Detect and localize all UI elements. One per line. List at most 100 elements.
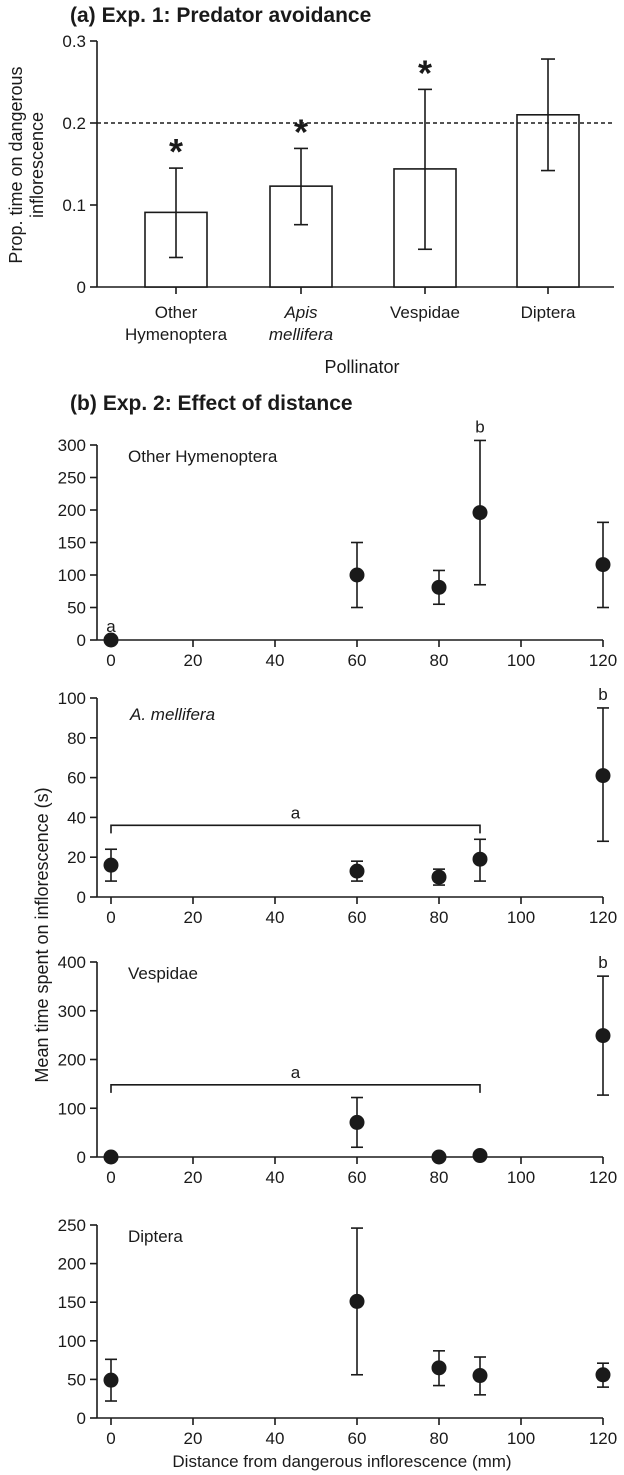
- x-axis-title: Pollinator: [324, 357, 399, 377]
- x-tick-label: 100: [507, 908, 535, 927]
- panel-b: (b) Exp. 2: Effect of distance 0 50 100 150 20…: [32, 392, 617, 1471]
- data-point: [595, 1028, 611, 1044]
- data-point: [349, 1293, 365, 1309]
- x-tick-label: 60: [348, 651, 367, 670]
- y-axis-title: Prop. time on dangerousinflorescence: [6, 66, 47, 263]
- y-tick-label: 100: [58, 689, 86, 708]
- bar: [269, 185, 333, 288]
- category-label: Hymenoptera: [125, 325, 228, 344]
- significance-star: *: [418, 52, 432, 93]
- x-tick-label: 100: [507, 651, 535, 670]
- group-letter: b: [475, 417, 484, 436]
- x-tick-label: 40: [266, 1429, 285, 1448]
- y-tick-label: 200: [58, 501, 86, 520]
- x-tick-label: 60: [348, 908, 367, 927]
- y-tick-label: 250: [58, 469, 86, 488]
- category-label: Vespidae: [390, 303, 460, 322]
- x-tick-label: 20: [184, 651, 203, 670]
- y-tick-label: 300: [58, 1002, 86, 1021]
- x-tick-label: 0: [106, 1168, 115, 1187]
- significance-star: *: [169, 131, 183, 172]
- subplot-title: Vespidae: [128, 964, 198, 983]
- data-point: [349, 1114, 365, 1130]
- subplot-title: A. mellifera: [129, 705, 215, 724]
- subplot-title: Other Hymenoptera: [128, 447, 278, 466]
- data-point: [349, 863, 365, 879]
- x-tick-label: 120: [589, 908, 617, 927]
- data-point: [431, 869, 447, 885]
- data-point: [349, 567, 365, 583]
- y-tick-label: 0.2: [62, 114, 86, 133]
- x-tick-label: 40: [266, 651, 285, 670]
- group-letter: a: [291, 1063, 301, 1082]
- data-point: [103, 632, 119, 648]
- x-tick-label: 60: [348, 1429, 367, 1448]
- x-tick-label: 100: [507, 1429, 535, 1448]
- category-label: Apis: [283, 303, 318, 322]
- y-tick-label: 100: [58, 1099, 86, 1118]
- data-point: [472, 505, 488, 521]
- y-tick-label: 0: [77, 278, 86, 297]
- x-tick-label: 0: [106, 651, 115, 670]
- y-tick-label: 50: [67, 1370, 86, 1389]
- panel-b-title: (b) Exp. 2: Effect of distance: [70, 392, 353, 415]
- y-tick-label: 200: [58, 1051, 86, 1070]
- x-tick-label: 80: [430, 1429, 449, 1448]
- panel-a-title-text: Exp. 1: Predator avoidance: [102, 4, 372, 27]
- group-letter: a: [291, 803, 301, 822]
- x-tick-label: 20: [184, 1168, 203, 1187]
- y-tick-label: 0.1: [62, 196, 86, 215]
- data-point: [595, 1367, 611, 1383]
- y-tick-label: 150: [58, 1293, 86, 1312]
- group-letter: b: [598, 685, 607, 704]
- group-letter: b: [598, 953, 607, 972]
- subplot-4: 0 50 100 150 200 250 0 20 40 60 80 100 120 Diptera: [58, 1216, 618, 1448]
- x-tick-label: 0: [106, 908, 115, 927]
- x-axis-title: Distance from dangerous inflorescence (m…: [172, 1452, 511, 1471]
- subplot-2: 0 20 40 60 80 100 0 20 40 60 80 100 120 A. mellifera a…: [58, 685, 618, 927]
- x-tick-label: 20: [184, 908, 203, 927]
- panel-b-title-text: Exp. 2: Effect of distance: [103, 392, 353, 415]
- panel-a-title: (a) Exp. 1: Predator avoidance: [70, 4, 371, 27]
- data-point: [103, 1149, 119, 1165]
- x-tick-label: 40: [266, 908, 285, 927]
- y-tick-label: 0: [77, 888, 86, 907]
- y-tick-label: 100: [58, 566, 86, 585]
- data-point: [472, 1148, 488, 1164]
- subplot-1: 0 50 100 150 200 250 300 0 20 40 60 80 100 120 Other H…: [58, 417, 618, 670]
- y-tick-label: 20: [67, 848, 86, 867]
- x-tick-label: 80: [430, 908, 449, 927]
- x-tick-label: 120: [589, 651, 617, 670]
- panel-b-label: (b): [70, 392, 97, 415]
- y-tick-label: 40: [67, 808, 86, 827]
- y-tick-label: 60: [67, 769, 86, 788]
- x-tick-label: 120: [589, 1429, 617, 1448]
- x-tick-label: 80: [430, 651, 449, 670]
- x-tick-label: 120: [589, 1168, 617, 1187]
- data-point: [472, 851, 488, 867]
- y-axis-title: Mean time spent on inflorescence (s): [32, 787, 52, 1082]
- x-tick-label: 40: [266, 1168, 285, 1187]
- category-label: Diptera: [521, 303, 576, 322]
- data-point: [103, 857, 119, 873]
- category-label: mellifera: [269, 325, 333, 344]
- y-tick-label: 400: [58, 953, 86, 972]
- data-point: [103, 1372, 119, 1388]
- data-point: [431, 579, 447, 595]
- y-tick-label: 50: [67, 599, 86, 618]
- data-point: [431, 1360, 447, 1376]
- y-tick-label: 0.3: [62, 32, 86, 51]
- y-tick-label: 250: [58, 1216, 86, 1235]
- y-tick-label: 100: [58, 1332, 86, 1351]
- group-bracket: [110, 824, 481, 834]
- x-tick-label: 20: [184, 1429, 203, 1448]
- x-tick-label: 80: [430, 1168, 449, 1187]
- group-letter: a: [106, 617, 116, 636]
- data-point: [472, 1368, 488, 1384]
- y-tick-label: 0: [77, 631, 86, 650]
- group-bracket: [110, 1084, 481, 1093]
- subplot-title: Diptera: [128, 1227, 183, 1246]
- panel-a: (a) Exp. 1: Predator avoidance 0 0.1 0.2 0.3 *…: [6, 4, 614, 377]
- panel-a-label: (a): [70, 4, 96, 27]
- y-tick-label: 150: [58, 534, 86, 553]
